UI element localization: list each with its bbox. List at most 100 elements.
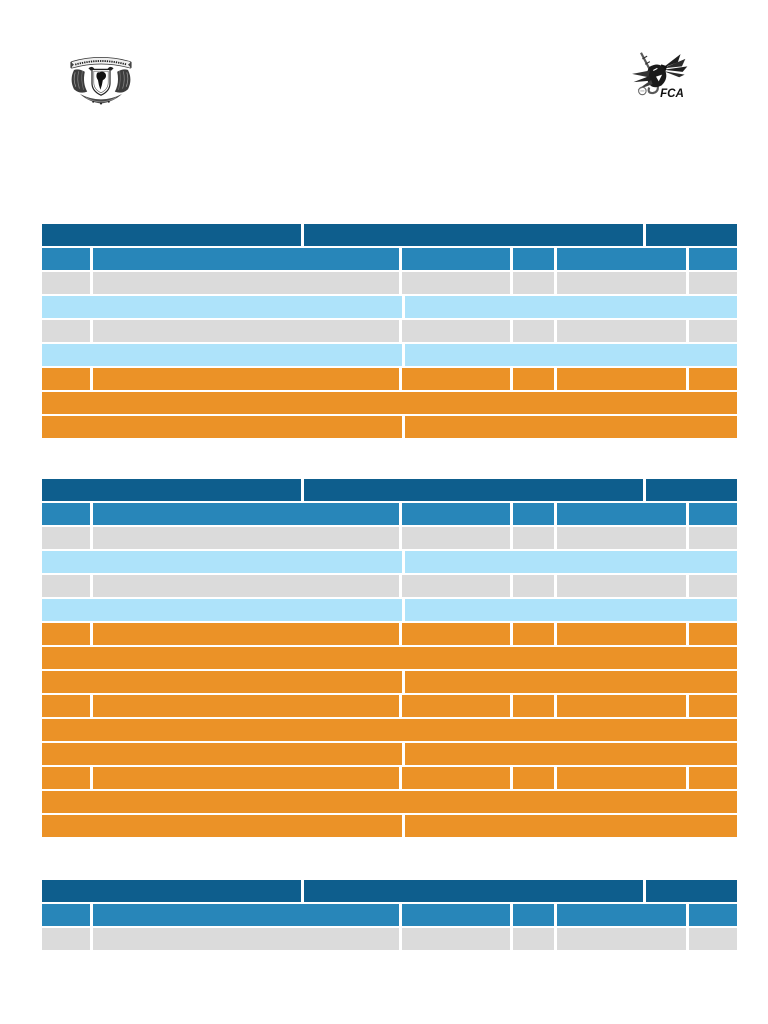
table-row-cells6 <box>42 320 737 342</box>
table-cell <box>513 623 555 645</box>
table-row-header3 <box>42 224 737 246</box>
form-table-3 <box>42 880 737 950</box>
table-row-cells6 <box>42 623 737 645</box>
table-cell <box>42 575 90 597</box>
table-row-cells1 <box>42 647 737 669</box>
table-cell <box>557 272 687 294</box>
table-cell <box>42 503 90 525</box>
table-cell <box>689 503 737 525</box>
table-cell <box>513 320 555 342</box>
table-cell <box>92 695 399 717</box>
unam-coat-of-arms-icon <box>68 52 134 112</box>
table-cell <box>42 479 302 501</box>
table-cell <box>42 880 302 902</box>
table-cell <box>513 575 555 597</box>
table-cell <box>557 320 687 342</box>
table-cell <box>689 904 737 926</box>
table-row-cells6 <box>42 904 737 926</box>
table-cell <box>42 647 737 669</box>
table-row-cells1 <box>42 719 737 741</box>
table-cell <box>689 695 737 717</box>
table-row-cells2 <box>42 671 737 693</box>
table-cell <box>401 928 511 950</box>
table-cell <box>92 623 399 645</box>
table-cell <box>404 296 737 318</box>
table-cell <box>513 527 555 549</box>
table-cell <box>401 623 511 645</box>
table-cell <box>42 599 402 621</box>
table-cell <box>92 368 399 390</box>
table-cell <box>557 695 687 717</box>
table-row-cells6 <box>42 695 737 717</box>
table-cell <box>404 743 737 765</box>
table-cell <box>42 719 737 741</box>
table-cell <box>557 928 687 950</box>
table-cell <box>557 503 687 525</box>
table-row-cells1 <box>42 392 737 414</box>
table-row-cells6 <box>42 767 737 789</box>
table-row-cells2 <box>42 416 737 438</box>
table-cell <box>646 880 737 902</box>
table-row-cells6 <box>42 928 737 950</box>
table-cell <box>401 368 511 390</box>
table-row-cells2 <box>42 743 737 765</box>
table-row-cells6 <box>42 368 737 390</box>
table-cell <box>304 224 644 246</box>
table-cell <box>42 904 90 926</box>
table-cell <box>42 767 90 789</box>
table-cell <box>401 320 511 342</box>
table-cell <box>42 344 402 366</box>
table-row-cells2 <box>42 296 737 318</box>
table-row-cells6 <box>42 527 737 549</box>
table-row-cells2 <box>42 815 737 837</box>
table-cell <box>557 575 687 597</box>
table-cell <box>304 479 644 501</box>
table-cell <box>513 767 555 789</box>
table-cell <box>42 272 90 294</box>
table-cell <box>689 320 737 342</box>
table-cell <box>42 224 302 246</box>
table-cell <box>42 623 90 645</box>
table-cell <box>42 392 737 414</box>
table-cell <box>513 248 555 270</box>
table-cell <box>404 815 737 837</box>
table-cell <box>557 248 687 270</box>
table-cell <box>513 272 555 294</box>
form-table-2 <box>42 479 737 837</box>
table-cell <box>513 503 555 525</box>
table-cell <box>689 527 737 549</box>
table-cell <box>557 767 687 789</box>
table-cell <box>401 904 511 926</box>
table-cell <box>404 551 737 573</box>
table-row-cells6 <box>42 272 737 294</box>
table-cell <box>42 791 737 813</box>
table-cell <box>304 880 644 902</box>
fca-logo-text: FCA <box>660 87 684 100</box>
table-cell <box>92 928 399 950</box>
table-cell <box>513 368 555 390</box>
table-cell <box>557 904 687 926</box>
table-cell <box>92 575 399 597</box>
table-row-cells6 <box>42 575 737 597</box>
table-cell <box>646 224 737 246</box>
table-row-cells2 <box>42 599 737 621</box>
table-cell <box>401 272 511 294</box>
table-cell <box>42 320 90 342</box>
table-cell <box>42 671 402 693</box>
table-cell <box>513 928 555 950</box>
table-cell <box>401 767 511 789</box>
table-cell <box>404 416 737 438</box>
table-cell <box>42 928 90 950</box>
table-cell <box>42 815 402 837</box>
table-row-cells6 <box>42 248 737 270</box>
table-cell <box>92 503 399 525</box>
table-row-cells2 <box>42 551 737 573</box>
table-cell <box>92 904 399 926</box>
table-cell <box>401 695 511 717</box>
table-cell <box>557 623 687 645</box>
table-cell <box>404 671 737 693</box>
table-cell <box>42 551 402 573</box>
table-cell <box>42 743 402 765</box>
fca-mascot-icon: FCA <box>620 50 692 108</box>
